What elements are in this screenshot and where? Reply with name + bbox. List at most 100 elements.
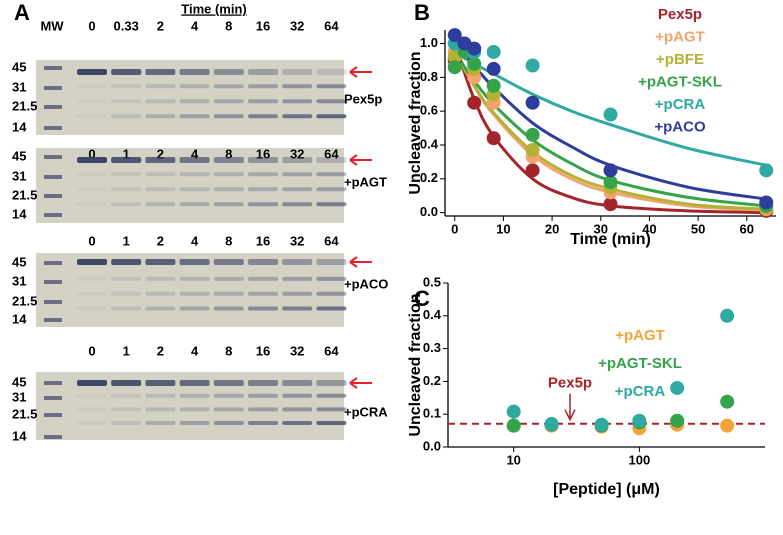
gel-band bbox=[77, 202, 107, 207]
gel-band bbox=[145, 114, 176, 119]
data-point bbox=[525, 58, 540, 73]
gel-band bbox=[111, 259, 142, 265]
time-label: 16 bbox=[256, 18, 270, 33]
gel-band bbox=[145, 407, 176, 412]
time-label: 1 bbox=[123, 343, 130, 358]
gel-band bbox=[111, 393, 142, 398]
data-point bbox=[506, 404, 521, 419]
ladder-band bbox=[44, 105, 62, 109]
data-point bbox=[720, 418, 735, 433]
gel-band bbox=[111, 99, 142, 104]
gel-band bbox=[179, 172, 210, 177]
blot-label: +pCRA bbox=[344, 404, 388, 419]
gel-band bbox=[77, 380, 107, 386]
mw-label: 14 bbox=[12, 311, 27, 326]
time-label: 0 bbox=[88, 146, 95, 161]
gel-band bbox=[111, 276, 142, 281]
gel-band bbox=[111, 291, 142, 296]
gel-band bbox=[213, 259, 244, 265]
x-axis-label: [Peptide] (μM) bbox=[553, 481, 660, 498]
legend-entry: Pex5p bbox=[658, 6, 702, 23]
data-point bbox=[506, 418, 521, 433]
gel-band bbox=[179, 306, 210, 311]
gel-band bbox=[282, 380, 313, 386]
gel-band bbox=[77, 291, 107, 296]
gel-band bbox=[111, 84, 142, 89]
data-point bbox=[594, 417, 609, 432]
gel-band bbox=[282, 187, 313, 192]
gel-band bbox=[282, 421, 313, 425]
gel-band bbox=[316, 114, 347, 119]
x-tick-label: 100 bbox=[628, 452, 650, 467]
legend-entry: +pCRA bbox=[655, 96, 706, 113]
gel-band bbox=[213, 99, 244, 104]
gel-band bbox=[111, 157, 142, 163]
gel-band bbox=[282, 393, 313, 398]
gel-band bbox=[145, 276, 176, 281]
gel-band bbox=[179, 84, 210, 89]
ladder-band bbox=[44, 155, 62, 159]
gel-band bbox=[316, 172, 347, 177]
gel-band bbox=[248, 114, 278, 119]
gel-title: Time (min) bbox=[181, 1, 247, 16]
data-point bbox=[603, 175, 618, 190]
gel-band bbox=[77, 393, 107, 398]
time-label: 16 bbox=[256, 146, 270, 161]
gel-image bbox=[36, 253, 344, 327]
gel-band bbox=[111, 306, 142, 311]
gel-band bbox=[179, 114, 210, 119]
legend-entry: +pCRA bbox=[615, 383, 666, 400]
mw-label: 31 bbox=[12, 79, 26, 94]
data-point bbox=[603, 197, 618, 212]
gel-band bbox=[248, 291, 278, 296]
gel-band bbox=[316, 157, 347, 163]
gel-band bbox=[316, 306, 347, 311]
time-label: 1 bbox=[123, 233, 130, 248]
gel-band bbox=[179, 259, 210, 265]
gel-band bbox=[316, 99, 347, 104]
gel-band bbox=[145, 202, 176, 207]
gel-band bbox=[111, 69, 142, 75]
y-tick-label: 0.0 bbox=[423, 438, 441, 453]
gel-band bbox=[213, 380, 244, 386]
time-label: 8 bbox=[225, 233, 232, 248]
gel-band bbox=[111, 114, 142, 119]
data-point bbox=[670, 413, 685, 428]
gel-band bbox=[316, 187, 347, 192]
legend-entry: +pAGT-SKL bbox=[638, 73, 722, 90]
gel-band bbox=[248, 99, 278, 104]
panel-label: A bbox=[14, 0, 30, 25]
y-tick-label: 0.8 bbox=[420, 69, 438, 84]
gel-band bbox=[248, 421, 278, 425]
gel-band bbox=[145, 291, 176, 296]
gel-band bbox=[77, 84, 107, 89]
gel-band bbox=[282, 276, 313, 281]
blot-label: +pACO bbox=[344, 276, 388, 291]
gel-band bbox=[282, 69, 313, 75]
gel-band bbox=[145, 380, 176, 386]
data-point bbox=[720, 394, 735, 409]
data-point bbox=[525, 163, 540, 178]
gel-band bbox=[316, 259, 347, 265]
data-point bbox=[525, 127, 540, 142]
gel-band bbox=[77, 259, 107, 265]
gel-band bbox=[179, 69, 210, 75]
panel-label: C bbox=[414, 286, 430, 311]
time-label: 64 bbox=[324, 146, 339, 161]
time-label: 8 bbox=[225, 343, 232, 358]
y-tick-label: 0.1 bbox=[423, 406, 441, 421]
mw-label: 45 bbox=[12, 59, 26, 74]
gel-band bbox=[111, 187, 142, 192]
ladder-band bbox=[44, 435, 62, 439]
x-tick-label: 50 bbox=[691, 221, 705, 236]
gel-band bbox=[316, 276, 347, 281]
reference-label: Pex5p bbox=[548, 375, 592, 392]
gel-band bbox=[111, 172, 142, 177]
data-point bbox=[467, 95, 482, 110]
y-tick-label: 0.2 bbox=[420, 170, 438, 185]
ladder-band bbox=[44, 86, 62, 90]
mw-label: 45 bbox=[12, 148, 26, 163]
ladder-band bbox=[44, 213, 62, 217]
reference-arrow bbox=[564, 393, 576, 422]
time-label: 32 bbox=[290, 233, 304, 248]
